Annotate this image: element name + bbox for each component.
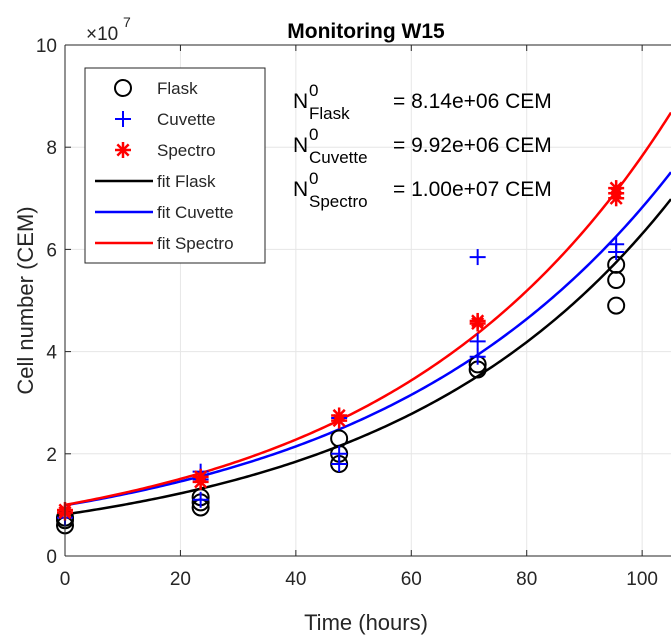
annotation-1: N 0 Cuvette = 9.92e+06 CEM xyxy=(293,125,552,167)
annotation-sup: 0 xyxy=(309,81,318,100)
x-tick-label: 0 xyxy=(60,569,71,590)
fit-curve-fit-flask xyxy=(65,198,671,516)
legend-item-cuvette-swatch xyxy=(115,111,131,127)
x-tick-label: 60 xyxy=(401,569,422,590)
fit-curves xyxy=(65,111,671,516)
annotation-value: = 8.14e+06 CEM xyxy=(393,90,552,113)
legend-item-fit-flask-label: fit Flask xyxy=(157,172,216,191)
data-point-cuvette xyxy=(469,348,486,365)
annotation-sup: 0 xyxy=(309,169,318,188)
data-point-spectro-arm xyxy=(471,314,485,328)
annotation-base: N xyxy=(293,90,308,113)
legend-item-spectro-swatch-arm xyxy=(116,143,130,157)
y-exponent-base: ×10 xyxy=(86,24,118,45)
annotation-base: N xyxy=(293,178,308,201)
data-point-cuvette xyxy=(608,236,625,253)
data-point-spectro-arm xyxy=(194,470,208,484)
grid xyxy=(64,44,671,557)
data-point-cuvette xyxy=(469,249,486,266)
legend-item-flask-label: Flask xyxy=(157,79,198,98)
annotation-0: N 0 Flask = 8.14e+06 CEM xyxy=(293,81,552,123)
data-point-flask xyxy=(607,296,626,315)
legend-item-spectro-swatch xyxy=(115,142,131,158)
annotation-value: = 9.92e+06 CEM xyxy=(393,134,552,157)
annotation-sub: Flask xyxy=(309,104,350,123)
y-tick-label: 0 xyxy=(46,547,57,568)
y-axis-label: Cell number (CEM) xyxy=(13,206,38,394)
data-point-spectro xyxy=(608,180,625,197)
x-tick-label: 80 xyxy=(516,569,537,590)
annotation-sub: Cuvette xyxy=(309,148,368,167)
y-exponent: ×10 7 xyxy=(86,14,131,45)
annotation-value: = 1.00e+07 CEM xyxy=(393,178,552,201)
annotation-sup: 0 xyxy=(309,125,318,144)
data-point-cuvette xyxy=(192,491,209,508)
chart-title: Monitoring W15 xyxy=(287,20,445,43)
legend-item-flask-swatch xyxy=(114,79,132,97)
x-tick-label: 100 xyxy=(626,569,658,590)
data-point-spectro xyxy=(469,312,486,329)
y-tick-label: 10 xyxy=(36,36,57,57)
data-point-spectro xyxy=(331,407,348,424)
legend: Flask Cuvette Spectro fit Flask fit Cuvette f… xyxy=(84,67,266,264)
axes: 0 20 40 60 80 100 0 2 4 6 8 10 xyxy=(36,36,671,590)
annotation-2: N 0 Spectro = 1.00e+07 CEM xyxy=(293,169,552,211)
data-point-spectro xyxy=(192,468,209,485)
data-point-spectro-arm xyxy=(332,408,346,423)
legend-box xyxy=(84,67,266,264)
annotation-base: N xyxy=(293,134,308,157)
y-tick-label: 8 xyxy=(46,138,57,159)
x-axis-label: Time (hours) xyxy=(304,610,428,635)
data-point-spectro-arm xyxy=(609,181,623,195)
fit-curve-fit-cuvette xyxy=(65,171,671,507)
data-point-cuvette xyxy=(331,445,348,462)
fit-curve-fit-spectro xyxy=(65,111,671,507)
legend-item-fit-spectro-label: fit Spectro xyxy=(157,234,234,253)
x-tick-label: 40 xyxy=(285,569,306,590)
legend-item-spectro-label: Spectro xyxy=(157,141,216,160)
y-tick-label: 6 xyxy=(46,240,57,261)
y-tick-label: 2 xyxy=(46,445,57,466)
y-tick-label: 4 xyxy=(46,343,57,364)
data-point-cuvette xyxy=(469,333,486,350)
legend-item-fit-cuvette-label: fit Cuvette xyxy=(157,203,234,222)
y-exponent-power: 7 xyxy=(123,14,131,30)
legend-item-cuvette-label: Cuvette xyxy=(157,110,216,129)
annotation-sub: Spectro xyxy=(309,192,368,211)
x-tick-label: 20 xyxy=(170,569,191,590)
